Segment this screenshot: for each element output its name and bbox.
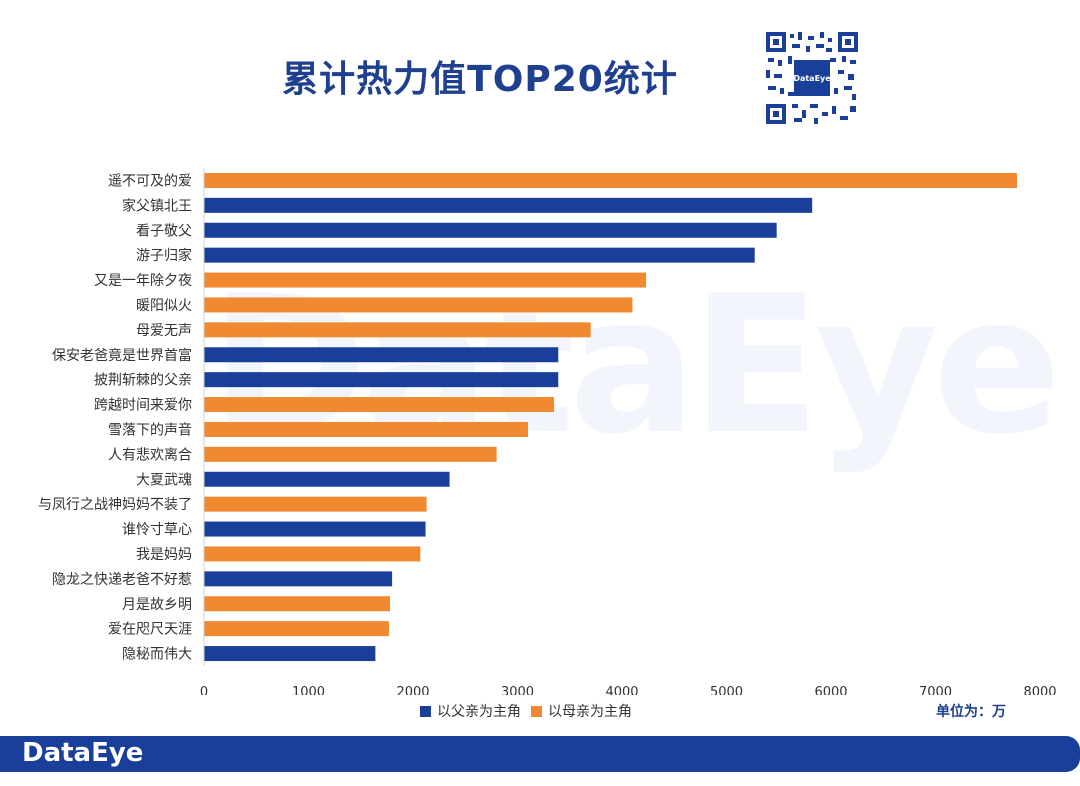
bar	[204, 222, 777, 238]
category-label: 母爱无声	[136, 323, 192, 339]
bar	[204, 421, 528, 437]
bar	[204, 247, 755, 263]
x-tick-label: 8000	[1023, 685, 1056, 695]
bar	[204, 596, 391, 612]
category-label: 谁怜寸草心	[122, 522, 192, 538]
footer-bar: DataEye	[0, 736, 1080, 772]
category-label: 跨越时间来爱你	[94, 398, 192, 414]
x-tick-label: 6000	[814, 685, 847, 695]
qr-center-label: DataEye	[793, 74, 831, 83]
category-label: 披荆斩棘的父亲	[94, 373, 192, 389]
bar	[204, 322, 591, 338]
footer-brand-logo: DataEye	[22, 738, 144, 768]
legend-item-mother: 以母亲为主角	[531, 701, 632, 721]
bar	[204, 397, 555, 413]
category-label: 暖阳似火	[136, 298, 192, 314]
x-tick-label: 4000	[605, 685, 638, 695]
legend: 以父亲为主角 以母亲为主角	[420, 701, 636, 721]
bar	[204, 471, 450, 487]
category-label: 隐龙之快递老爸不好惹	[52, 572, 192, 588]
category-label: 家父镇北王	[122, 197, 192, 214]
legend-swatch-mother	[531, 705, 542, 717]
bar	[204, 621, 389, 637]
category-label: 大夏武魂	[136, 472, 192, 488]
category-label: 月是故乡明	[122, 597, 192, 613]
plot-area: 遥不可及的爱家父镇北王看子敬父游子归家又是一年除夕夜暖阳似火母爱无声保安老爸竟是…	[38, 168, 1057, 695]
category-label: 与凤行之战神妈妈不装了	[38, 497, 192, 513]
bar	[204, 197, 813, 213]
bar	[204, 446, 497, 462]
category-label: 我是妈妈	[136, 547, 192, 563]
x-tick-label: 1000	[292, 685, 325, 695]
x-tick-label: 2000	[396, 685, 429, 695]
bar	[204, 496, 427, 512]
x-tick-label: 7000	[919, 685, 952, 695]
category-label: 爱在咫尺天涯	[108, 622, 192, 638]
bar	[204, 272, 647, 288]
x-tick-label: 0	[200, 685, 208, 695]
chart-title: 累计热力值TOP20统计	[282, 59, 678, 100]
qr-code-image: DataEye	[764, 30, 860, 126]
bar-chart: 遥不可及的爱家父镇北王看子敬父游子归家又是一年除夕夜暖阳似火母爱无声保安老爸竟是…	[38, 168, 1057, 695]
legend-label-mother: 以母亲为主角	[548, 704, 632, 720]
category-label: 人有悲欢离合	[108, 446, 192, 463]
category-label: 雪落下的声音	[108, 421, 192, 438]
category-label: 看子敬父	[136, 223, 192, 239]
bar	[204, 521, 426, 537]
bar	[204, 297, 633, 313]
category-label: 遥不可及的爱	[108, 173, 192, 189]
bar	[204, 172, 1018, 188]
bar	[204, 372, 559, 388]
x-tick-label: 5000	[710, 685, 743, 695]
unit-label: 单位为：万	[936, 704, 1006, 720]
bar	[204, 347, 559, 363]
bar	[204, 646, 376, 662]
bar	[204, 571, 393, 587]
category-label: 保安老爸竟是世界首富	[52, 347, 192, 364]
legend-label-father: 以父亲为主角	[437, 704, 521, 720]
category-label: 游子归家	[136, 247, 192, 264]
x-tick-label: 3000	[501, 685, 534, 695]
legend-item-father: 以父亲为主角	[420, 701, 521, 721]
category-label: 又是一年除夕夜	[94, 273, 192, 289]
legend-swatch-father	[420, 705, 431, 717]
bar	[204, 546, 421, 562]
category-label: 隐秘而伟大	[122, 647, 192, 663]
